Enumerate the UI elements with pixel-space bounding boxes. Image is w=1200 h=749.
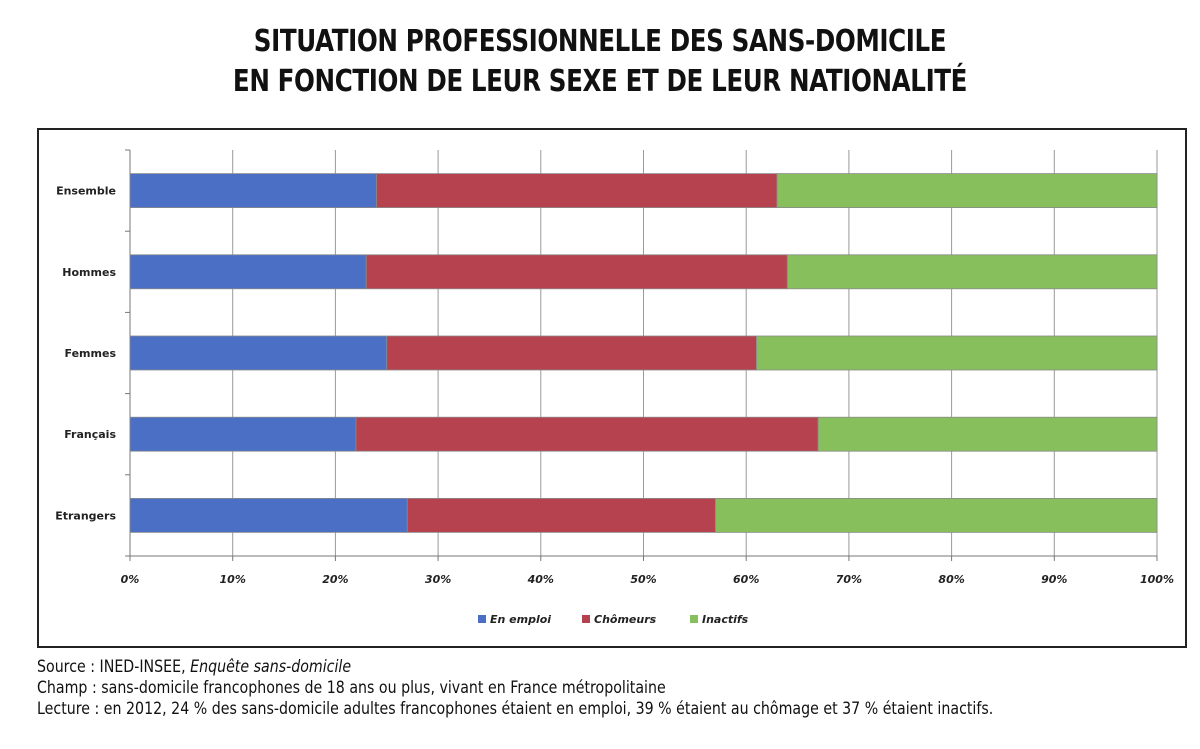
category-label: Hommes: [62, 266, 116, 279]
bar-en-emploi: [129, 254, 367, 290]
champ-note: Champ : sans-domicile francophones de 18…: [37, 678, 666, 697]
x-tick-label: 100%: [1140, 573, 1174, 586]
bar-ch-meurs: [355, 416, 819, 452]
category-label: Ensemble: [56, 185, 116, 198]
legend-swatch: [478, 615, 486, 623]
source-note: Source : INED-INSEE, Enquête sans-domici…: [37, 656, 993, 677]
bar-inactifs: [776, 173, 1158, 209]
bar-ch-meurs: [376, 173, 778, 209]
source-label: Source : INED-INSEE,: [37, 657, 191, 676]
x-tick-label: 30%: [425, 573, 451, 586]
lecture-note: Lecture : en 2012, 24 % des sans-domicil…: [37, 699, 994, 718]
x-tick-label: 60%: [733, 573, 759, 586]
bar-inactifs: [786, 254, 1158, 290]
category-label: Femmes: [65, 347, 117, 360]
legend-swatch: [690, 615, 698, 623]
legend-label: Chômeurs: [594, 613, 657, 626]
bar-en-emploi: [129, 173, 377, 209]
x-tick-label: 10%: [220, 573, 246, 586]
bar-inactifs: [756, 335, 1158, 371]
x-tick-label: 50%: [630, 573, 656, 586]
legend-label: En emploi: [490, 613, 551, 626]
category-label: Français: [64, 428, 116, 441]
chart-title-line2: EN FONCTION DE LEUR SEXE ET DE LEUR NATI…: [232, 64, 968, 99]
bar-en-emploi: [129, 497, 408, 533]
bar-inactifs: [817, 416, 1158, 452]
chart-title-line1: SITUATION PROFESSIONNELLE DES SANS-DOMIC…: [253, 24, 947, 59]
legend-label: Inactifs: [702, 613, 749, 626]
bar-ch-meurs: [386, 335, 757, 371]
bar-en-emploi: [129, 335, 388, 371]
x-tick-label: 90%: [1041, 573, 1067, 586]
bar-ch-meurs: [406, 497, 716, 533]
x-tick-label: 20%: [322, 573, 348, 586]
bar-en-emploi: [129, 416, 357, 452]
x-tick-label: 0%: [121, 573, 140, 586]
x-tick-label: 70%: [836, 573, 862, 586]
bar-inactifs: [714, 497, 1158, 533]
chart-frame: [37, 128, 1187, 648]
legend-swatch: [582, 615, 590, 623]
chart-notes: Source : INED-INSEE, Enquête sans-domici…: [37, 656, 993, 719]
x-tick-label: 80%: [938, 573, 964, 586]
chart-title: SITUATION PROFESSIONNELLE DES SANS-DOMIC…: [108, 22, 1092, 102]
source-title: Enquête sans-domicile: [190, 657, 352, 676]
x-tick-label: 40%: [527, 573, 554, 586]
category-label: Etrangers: [55, 509, 116, 522]
bar-ch-meurs: [365, 254, 788, 290]
